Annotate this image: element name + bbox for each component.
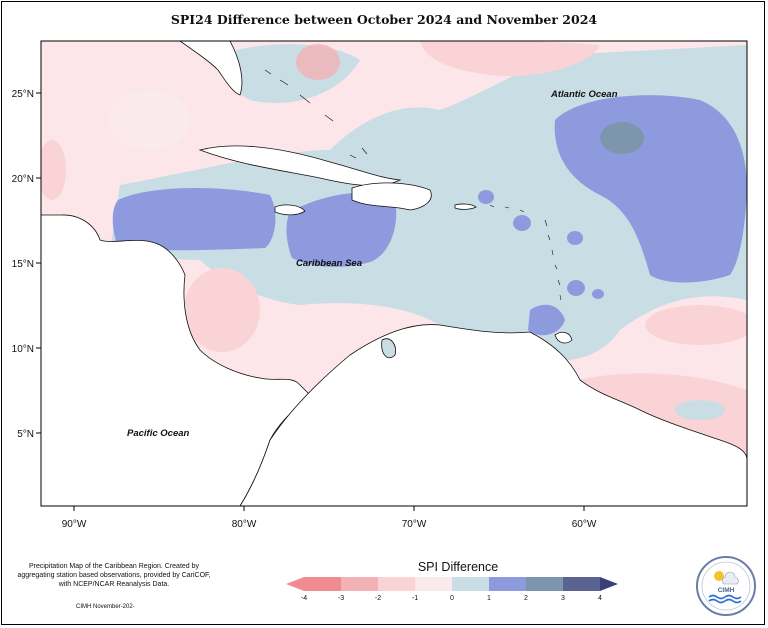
footer-credit: CIMH November-202- xyxy=(76,604,135,610)
map-border xyxy=(40,40,748,507)
lat-tick-15: 15°N xyxy=(12,259,34,270)
central-america-negative-blob xyxy=(184,268,260,352)
caribbean-positive-blob-west xyxy=(112,188,276,251)
colorbar-cells xyxy=(286,577,618,591)
cimh-logo: CIMH xyxy=(695,555,757,617)
colorbar-cell xyxy=(378,577,416,591)
lon-tick-90: 90°W xyxy=(62,519,87,530)
small-positive-spot-4 xyxy=(567,280,585,296)
sun-cloud-rain-waves-icon: CIMH xyxy=(696,556,756,616)
colorbar-arrow-right xyxy=(600,577,618,591)
caribbean-sea-label: Caribbean Sea xyxy=(296,258,362,269)
atlantic-ocean-label: Atlantic Ocean xyxy=(550,89,618,100)
small-islands xyxy=(264,69,562,301)
colorbar-cell xyxy=(563,577,601,591)
longitude-axis: 90°W 80°W 70°W 60°W xyxy=(62,506,597,530)
colorbar: SPI Difference -4 -3 -2 -1 0 1 2 3 4 xyxy=(286,560,618,602)
colorbar-arrow-left xyxy=(286,577,304,591)
spi-field xyxy=(41,41,747,506)
lat-tick-10: 10°N xyxy=(12,344,34,355)
lat-tick-5: 5°N xyxy=(17,429,34,440)
small-positive-spot-3 xyxy=(567,231,583,245)
hispaniola xyxy=(351,182,432,211)
atlantic-strong-blob xyxy=(600,122,644,154)
description-note: Precipitation Map of the Caribbean Regio… xyxy=(17,563,211,588)
colorbar-tick-label: 1 xyxy=(487,595,491,602)
colorbar-labels: -4 -3 -2 -1 0 1 2 3 4 xyxy=(301,595,602,602)
colorbar-cell xyxy=(489,577,527,591)
cuba-negative-blob xyxy=(110,90,190,150)
latitude-axis: 25°N 20°N 15°N 10°N 5°N xyxy=(12,89,41,440)
colorbar-tick-label: -1 xyxy=(412,595,418,602)
pacific-ocean-label: Pacific Ocean xyxy=(127,428,190,439)
south-america xyxy=(239,324,747,506)
small-positive-spot-5 xyxy=(592,289,604,299)
lesser-antilles-positive xyxy=(528,304,565,336)
colorbar-tick-label: -4 xyxy=(301,595,307,602)
trinidad xyxy=(554,331,573,344)
map-title: SPI24 Difference between October 2024 an… xyxy=(170,12,598,27)
florida xyxy=(179,41,243,96)
lon-tick-60: 60°W xyxy=(572,519,597,530)
land-masses xyxy=(41,41,747,506)
guiana-positive-spot xyxy=(675,400,725,420)
colorbar-tick-label: 3 xyxy=(561,595,565,602)
small-positive-spot-2 xyxy=(513,215,531,231)
caribbean-positive-blob-east xyxy=(286,192,397,267)
colorbar-tick-label: 2 xyxy=(524,595,528,602)
colorbar-cell xyxy=(415,577,453,591)
lat-tick-25: 25°N xyxy=(12,89,34,100)
maracaibo-lake xyxy=(381,338,397,359)
lat-tick-20: 20°N xyxy=(12,174,34,185)
lon-tick-70: 70°W xyxy=(402,519,427,530)
svg-text:CIMH: CIMH xyxy=(718,587,735,594)
colorbar-tick-label: -3 xyxy=(338,595,344,602)
colorbar-cell xyxy=(526,577,564,591)
colorbar-cell xyxy=(341,577,379,591)
lon-tick-80: 80°W xyxy=(232,519,257,530)
cuba xyxy=(198,145,402,187)
colorbar-tick-label: 0 xyxy=(450,595,454,602)
small-positive-spot-1 xyxy=(478,190,494,204)
puerto-rico xyxy=(454,203,477,210)
colorbar-tick-label: 4 xyxy=(598,595,602,602)
colorbar-cell xyxy=(452,577,490,591)
bahamas-negative-blob xyxy=(296,44,340,80)
central-america xyxy=(41,214,311,506)
colorbar-title: SPI Difference xyxy=(418,560,498,574)
colorbar-cell xyxy=(304,577,342,591)
north-negative-blob xyxy=(420,41,600,76)
jamaica xyxy=(274,204,306,216)
colorbar-tick-label: -2 xyxy=(375,595,381,602)
west-negative-blob xyxy=(41,140,66,200)
east-negative-blob xyxy=(645,305,747,345)
